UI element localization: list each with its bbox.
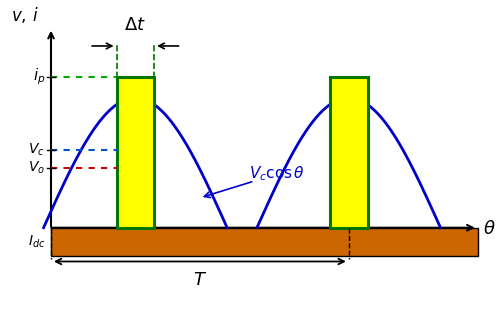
Bar <box>330 77 368 228</box>
Bar <box>51 228 478 256</box>
Text: $v,\, i$: $v,\, i$ <box>12 5 39 25</box>
Text: $V_c \cos\theta$: $V_c \cos\theta$ <box>250 164 306 182</box>
Bar <box>116 77 154 228</box>
Text: $\Delta t$: $\Delta t$ <box>124 16 146 34</box>
Text: $V_o$: $V_o$ <box>28 160 45 176</box>
Text: $I_{dc}$: $I_{dc}$ <box>28 234 45 250</box>
Bar <box>116 77 154 228</box>
Text: $V_c$: $V_c$ <box>28 142 45 158</box>
Text: $T$: $T$ <box>193 271 207 289</box>
Text: $i_p$: $i_p$ <box>32 67 45 87</box>
Bar <box>330 77 368 228</box>
Text: $\theta$: $\theta$ <box>482 220 496 238</box>
